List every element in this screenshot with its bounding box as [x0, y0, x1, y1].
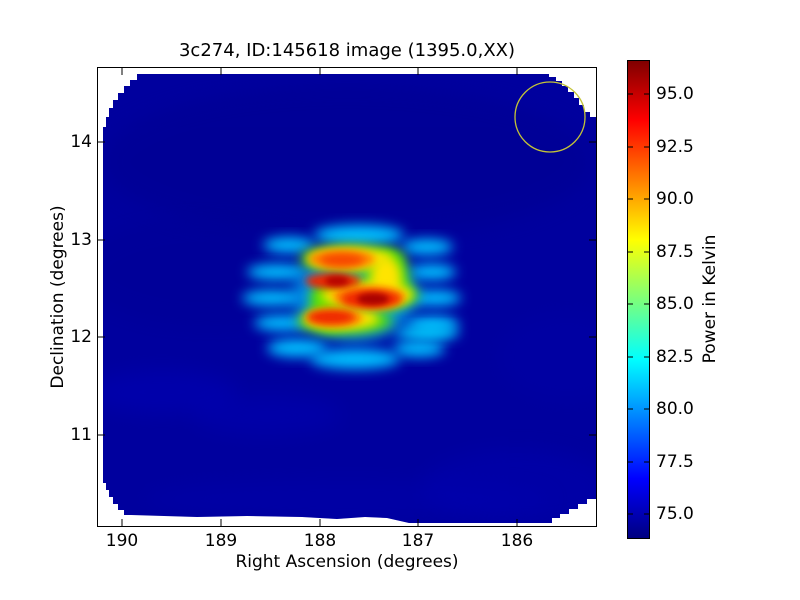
colorbar — [627, 60, 650, 539]
x-axis-label: Right Ascension (degrees) — [235, 552, 459, 572]
cb-tick-90.0: 90.0 — [656, 189, 694, 209]
hotspot-core — [305, 250, 405, 326]
colorbar-gradient — [627, 60, 650, 539]
y-tick-12: 12 — [70, 327, 92, 347]
plot-title: 3c274, ID:145618 image (1395.0,XX) — [178, 40, 515, 61]
y-tick-13: 13 — [70, 230, 92, 250]
cb-tick-80.0: 80.0 — [656, 399, 694, 419]
x-tick-189: 189 — [204, 531, 238, 551]
cb-tick-85.0: 85.0 — [656, 294, 694, 314]
colorbar-ticks — [628, 93, 649, 515]
cb-tick-75.0: 75.0 — [656, 504, 694, 524]
heatmap-image — [97, 67, 597, 527]
cb-tick-87.5: 87.5 — [656, 242, 694, 262]
cb-tick-77.5: 77.5 — [656, 452, 694, 472]
colorbar-label: Power in Kelvin — [700, 234, 720, 364]
y-tick-11: 11 — [70, 425, 92, 445]
axes-border — [97, 67, 597, 527]
axis-ticks — [98, 68, 596, 526]
cb-tick-82.5: 82.5 — [656, 347, 694, 367]
x-tick-190: 190 — [105, 531, 139, 551]
y-tick-14: 14 — [70, 132, 92, 152]
x-tick-188: 188 — [303, 531, 337, 551]
x-tick-187: 187 — [401, 531, 435, 551]
data-footprint — [103, 74, 596, 523]
cb-tick-92.5: 92.5 — [656, 137, 694, 157]
cb-tick-95.0: 95.0 — [656, 84, 694, 104]
y-axis-label: Declination (degrees) — [48, 205, 68, 389]
x-tick-186: 186 — [500, 531, 534, 551]
beam-circle — [514, 81, 586, 153]
